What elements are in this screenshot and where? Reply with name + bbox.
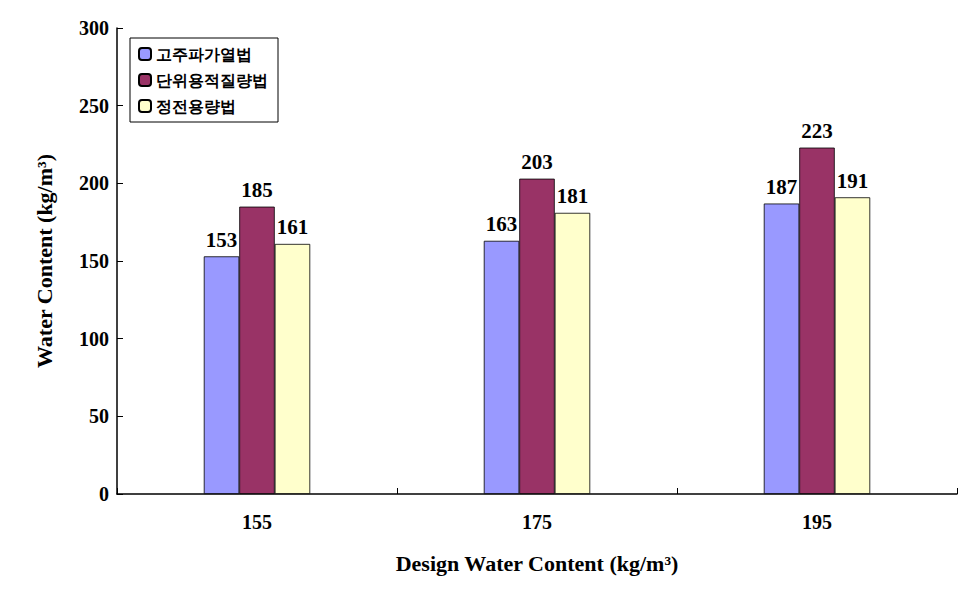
svg-text:195: 195 — [802, 511, 832, 533]
svg-text:155: 155 — [242, 511, 272, 533]
svg-text:185: 185 — [241, 178, 273, 202]
svg-text:161: 161 — [277, 215, 309, 239]
svg-text:50: 50 — [89, 405, 109, 427]
svg-text:200: 200 — [79, 172, 109, 194]
svg-text:223: 223 — [801, 119, 833, 143]
svg-text:단위용적질량법: 단위용적질량법 — [156, 71, 268, 90]
svg-text:153: 153 — [206, 228, 238, 252]
svg-text:100: 100 — [79, 328, 109, 350]
svg-text:181: 181 — [557, 184, 589, 208]
svg-text:250: 250 — [79, 95, 109, 117]
svg-text:300: 300 — [79, 17, 109, 39]
svg-text:정전용량법: 정전용량법 — [156, 97, 236, 116]
svg-text:163: 163 — [486, 212, 518, 236]
svg-text:150: 150 — [79, 250, 109, 272]
svg-text:191: 191 — [837, 169, 869, 193]
svg-text:Water Content (kg/m³): Water Content (kg/m³) — [32, 154, 57, 368]
svg-text:187: 187 — [766, 175, 798, 199]
svg-text:Design Water Content (kg/m³): Design Water Content (kg/m³) — [396, 551, 679, 576]
svg-text:고주파가열법: 고주파가열법 — [156, 45, 252, 64]
svg-text:175: 175 — [522, 511, 552, 533]
svg-text:203: 203 — [521, 150, 553, 174]
svg-text:0: 0 — [99, 483, 109, 505]
